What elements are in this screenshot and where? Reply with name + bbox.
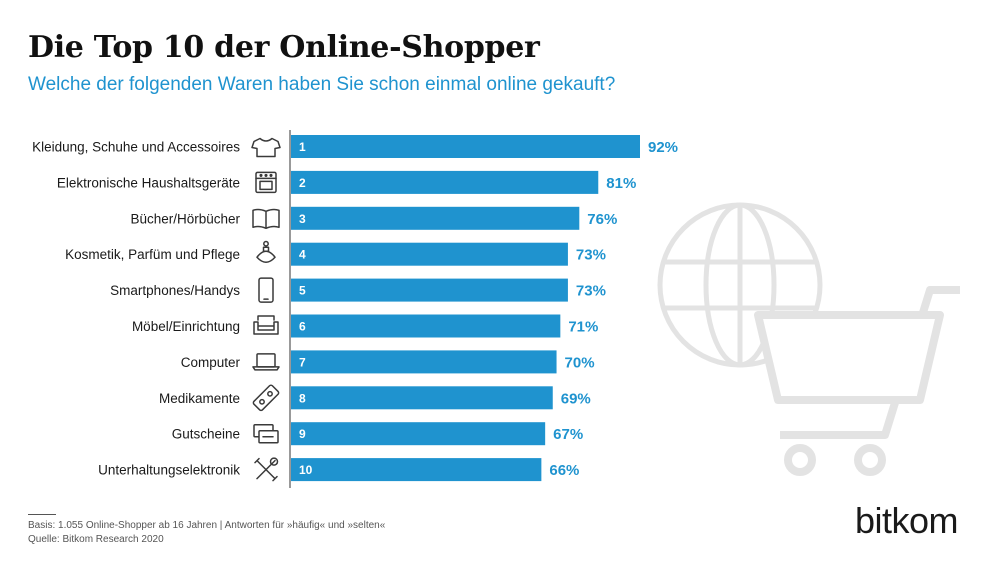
tshirt-icon: [251, 137, 281, 158]
rank-label: 1: [299, 140, 306, 154]
category-label: Smartphones/Handys: [110, 283, 240, 298]
bar: [291, 350, 557, 374]
globe-cart-illustration: [657, 202, 960, 476]
value-label: 66%: [549, 462, 579, 479]
oven-icon: [255, 171, 277, 194]
globe-icon: [657, 202, 823, 368]
bitkom-logo: bitkom: [855, 500, 959, 541]
shopping-cart-icon: [754, 286, 960, 476]
voucher-cards-icon: [253, 423, 279, 444]
category-label: Computer: [181, 355, 241, 370]
bar: [291, 386, 553, 410]
value-label: 92%: [648, 139, 678, 156]
rank-label: 5: [299, 284, 306, 298]
rank-label: 10: [299, 463, 313, 477]
armchair-icon: [253, 315, 279, 335]
tools-icon: [254, 457, 279, 482]
value-label: 73%: [576, 283, 606, 300]
bar: [291, 206, 580, 230]
book-icon: [252, 208, 280, 230]
value-label: 81%: [606, 175, 636, 192]
bar: [291, 314, 561, 338]
category-label: Elektronische Haushaltsgeräte: [57, 175, 240, 190]
chart-subtitle: Welche der folgenden Waren haben Sie sch…: [28, 74, 616, 95]
pill-package-icon: [252, 384, 280, 412]
rank-label: 8: [299, 391, 306, 405]
footnote-basis: Basis: 1.055 Online-Shopper ab 16 Jahren…: [28, 520, 386, 531]
value-label: 67%: [553, 426, 583, 443]
category-label: Medikamente: [159, 391, 240, 406]
value-label: 71%: [568, 319, 598, 336]
rank-label: 4: [299, 248, 306, 262]
laptop-icon: [252, 353, 280, 371]
footnote-source: Quelle: Bitkom Research 2020: [28, 534, 164, 545]
perfume-icon: [256, 240, 276, 263]
value-label: 69%: [561, 390, 591, 407]
category-label: Möbel/Einrichtung: [132, 319, 240, 334]
value-label: 70%: [565, 354, 595, 371]
rank-label: 7: [299, 355, 306, 369]
value-label: 73%: [576, 247, 606, 264]
chart-title: Die Top 10 der Online-Shopper: [28, 30, 540, 65]
bar: [291, 170, 599, 194]
bar: [291, 278, 568, 302]
category-label: Kosmetik, Parfüm und Pflege: [65, 247, 240, 262]
category-label: Kleidung, Schuhe und Accessoires: [32, 140, 240, 155]
bar: [291, 458, 542, 482]
footnote-divider: [28, 514, 56, 515]
category-label: Unterhaltungselektronik: [98, 463, 240, 478]
smartphone-icon: [258, 277, 274, 303]
rank-label: 6: [299, 320, 306, 334]
rank-label: 2: [299, 176, 306, 190]
category-label: Gutscheine: [172, 427, 240, 442]
value-label: 76%: [587, 211, 617, 228]
bar: [291, 422, 546, 446]
rank-label: 3: [299, 212, 306, 226]
rank-label: 9: [299, 427, 306, 441]
category-label: Bücher/Hörbücher: [130, 211, 240, 226]
bar: [291, 135, 640, 158]
bar: [291, 242, 568, 266]
